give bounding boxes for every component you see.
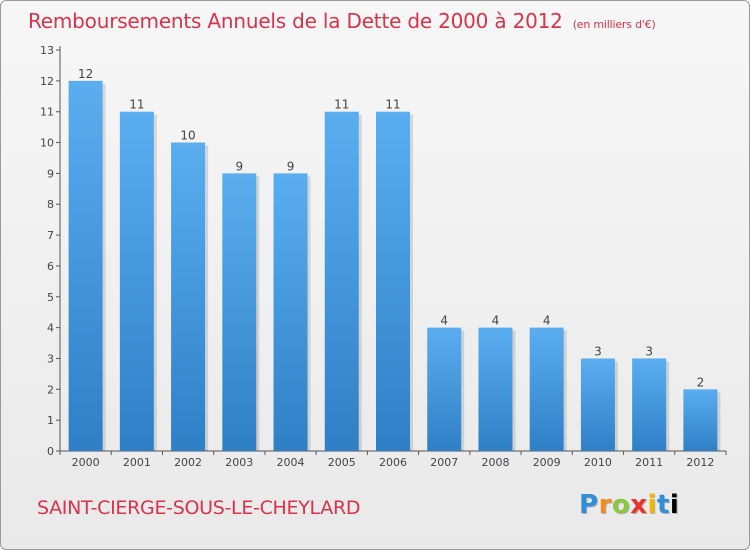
data-label: 3 bbox=[594, 344, 602, 358]
bar-2003 bbox=[222, 173, 257, 451]
bar-2004 bbox=[273, 173, 308, 451]
x-tick-label: 2003 bbox=[225, 456, 253, 469]
chart-title: Remboursements Annuels de la Dette de 20… bbox=[28, 9, 656, 33]
logo-letter: i bbox=[647, 490, 657, 520]
data-label: 9 bbox=[235, 159, 243, 173]
proxiti-logo[interactable]: Proxiti bbox=[579, 490, 679, 520]
y-tick-label: 12 bbox=[40, 75, 54, 88]
bar-2005 bbox=[324, 111, 359, 451]
data-label: 2 bbox=[697, 375, 705, 389]
y-tick-label: 4 bbox=[47, 322, 54, 335]
y-tick-label: 3 bbox=[47, 352, 54, 365]
bar-2002 bbox=[171, 142, 206, 452]
x-tick-label: 2011 bbox=[635, 456, 663, 469]
y-tick-label: 10 bbox=[40, 137, 54, 150]
y-tick-label: 5 bbox=[47, 291, 54, 304]
data-label: 11 bbox=[334, 98, 349, 112]
data-label: 4 bbox=[492, 314, 500, 328]
y-tick-label: 0 bbox=[47, 445, 54, 458]
logo-letter: i bbox=[669, 490, 680, 520]
x-tick-label: 2010 bbox=[584, 456, 612, 469]
data-label: 10 bbox=[180, 129, 195, 143]
bar-2011 bbox=[632, 358, 667, 451]
logo-letter: x bbox=[630, 490, 648, 520]
x-tick-label: 2012 bbox=[686, 456, 714, 469]
x-tick-label: 2002 bbox=[174, 456, 202, 469]
data-label: 9 bbox=[287, 159, 295, 173]
bar-2006 bbox=[376, 111, 410, 451]
y-tick-label: 8 bbox=[47, 198, 54, 211]
y-tick-label: 11 bbox=[40, 106, 54, 119]
data-label: 12 bbox=[78, 67, 93, 81]
logo-letter: t bbox=[656, 490, 670, 520]
x-tick-label: 2004 bbox=[277, 456, 305, 469]
logo-letter: P bbox=[579, 490, 599, 520]
data-label: 3 bbox=[645, 344, 653, 358]
data-label: 4 bbox=[440, 314, 448, 328]
x-tick-label: 2000 bbox=[72, 456, 100, 469]
x-tick-label: 2009 bbox=[533, 456, 561, 469]
chart-title-text: Remboursements Annuels de la Dette de 20… bbox=[28, 9, 563, 33]
y-tick-label: 6 bbox=[47, 260, 54, 273]
y-tick-label: 9 bbox=[47, 167, 54, 180]
bar-2007 bbox=[427, 327, 462, 451]
x-tick-label: 2005 bbox=[328, 456, 356, 469]
x-tick-label: 2007 bbox=[430, 456, 458, 469]
y-tick-label: 2 bbox=[47, 383, 54, 396]
bar-2009 bbox=[529, 327, 564, 451]
x-tick-label: 2006 bbox=[379, 456, 407, 469]
bar-2012 bbox=[683, 389, 718, 451]
bar-2000 bbox=[68, 80, 103, 451]
data-label: 11 bbox=[129, 98, 144, 112]
x-tick-label: 2008 bbox=[481, 456, 509, 469]
y-tick-label: 13 bbox=[40, 44, 54, 57]
bar-2001 bbox=[119, 111, 154, 451]
chart-subtitle: (en milliers d'€) bbox=[572, 18, 656, 31]
y-tick-label: 1 bbox=[47, 414, 54, 427]
data-label: 11 bbox=[385, 98, 400, 112]
bar-2008 bbox=[478, 327, 513, 451]
data-label: 4 bbox=[543, 314, 551, 328]
y-tick-label: 7 bbox=[47, 229, 54, 242]
x-tick-label: 2001 bbox=[123, 456, 151, 469]
bar-2010 bbox=[580, 358, 615, 451]
logo-letter: r bbox=[598, 490, 612, 520]
logo-letter: o bbox=[611, 490, 631, 520]
commune-name: SAINT-CIERGE-SOUS-LE-CHEYLARD bbox=[37, 497, 361, 519]
